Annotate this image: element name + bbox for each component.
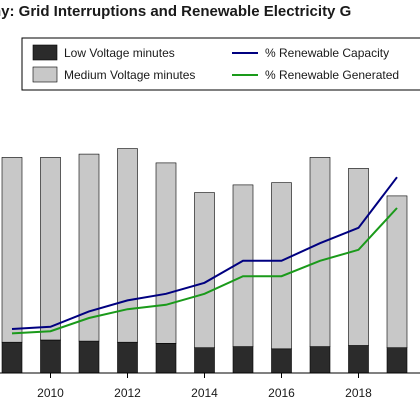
x-tick-label-2010: 2010: [37, 386, 64, 400]
x-tick-label-2014: 2014: [191, 386, 218, 400]
bar-medium-voltage-2013: [155, 162, 177, 344]
bar-medium-voltage-2014: [194, 192, 215, 349]
legend-label-renewable-generated: % Renewable Generated: [265, 68, 399, 82]
bar-medium-voltage-2018: [348, 168, 369, 346]
x-ticks: 2010 2012 2014 2016 2018: [37, 373, 372, 400]
bar-medium-voltage-2016: [271, 182, 292, 350]
bars: [1, 148, 408, 374]
legend-label-medium-voltage: Medium Voltage minutes: [64, 68, 195, 82]
legend-swatch-low-voltage: [32, 44, 58, 61]
bar-low-voltage-2009: [1, 341, 23, 374]
legend-label-low-voltage: Low Voltage minutes: [64, 46, 175, 60]
legend: Low Voltage minutes Medium Voltage minut…: [21, 37, 420, 91]
bar-medium-voltage-2009: [1, 157, 23, 343]
line-renewable-generated: [11, 207, 398, 335]
bar-low-voltage-2014: [194, 347, 215, 374]
bar-medium-voltage-2019: [386, 195, 408, 348]
chart-title: ny: Grid Interruptions and Renewable Ele…: [0, 3, 351, 20]
legend-label-renewable-capacity: % Renewable Capacity: [265, 46, 389, 60]
bar-low-voltage-2015: [232, 346, 254, 374]
legend-box: [21, 37, 420, 91]
bar-low-voltage-2013: [155, 342, 177, 374]
line-renewable-capacity: [11, 176, 398, 330]
bar-low-voltage-2017: [309, 346, 331, 374]
bar-low-voltage-2011: [78, 340, 100, 374]
bar-medium-voltage-2011: [78, 153, 100, 342]
bar-medium-voltage-2012: [117, 148, 138, 343]
x-tick-label-2012: 2012: [114, 386, 141, 400]
lines: [11, 176, 398, 335]
x-tick-label-2018: 2018: [345, 386, 372, 400]
bar-low-voltage-2019: [386, 347, 408, 374]
legend-swatch-medium-voltage: [32, 66, 58, 83]
bar-low-voltage-2012: [117, 341, 138, 374]
bar-medium-voltage-2010: [40, 157, 61, 341]
bar-low-voltage-2018: [348, 345, 369, 374]
x-tick-label-2016: 2016: [268, 386, 295, 400]
bar-low-voltage-2016: [271, 348, 292, 374]
bar-low-voltage-2010: [40, 339, 61, 374]
bar-medium-voltage-2017: [309, 157, 331, 347]
